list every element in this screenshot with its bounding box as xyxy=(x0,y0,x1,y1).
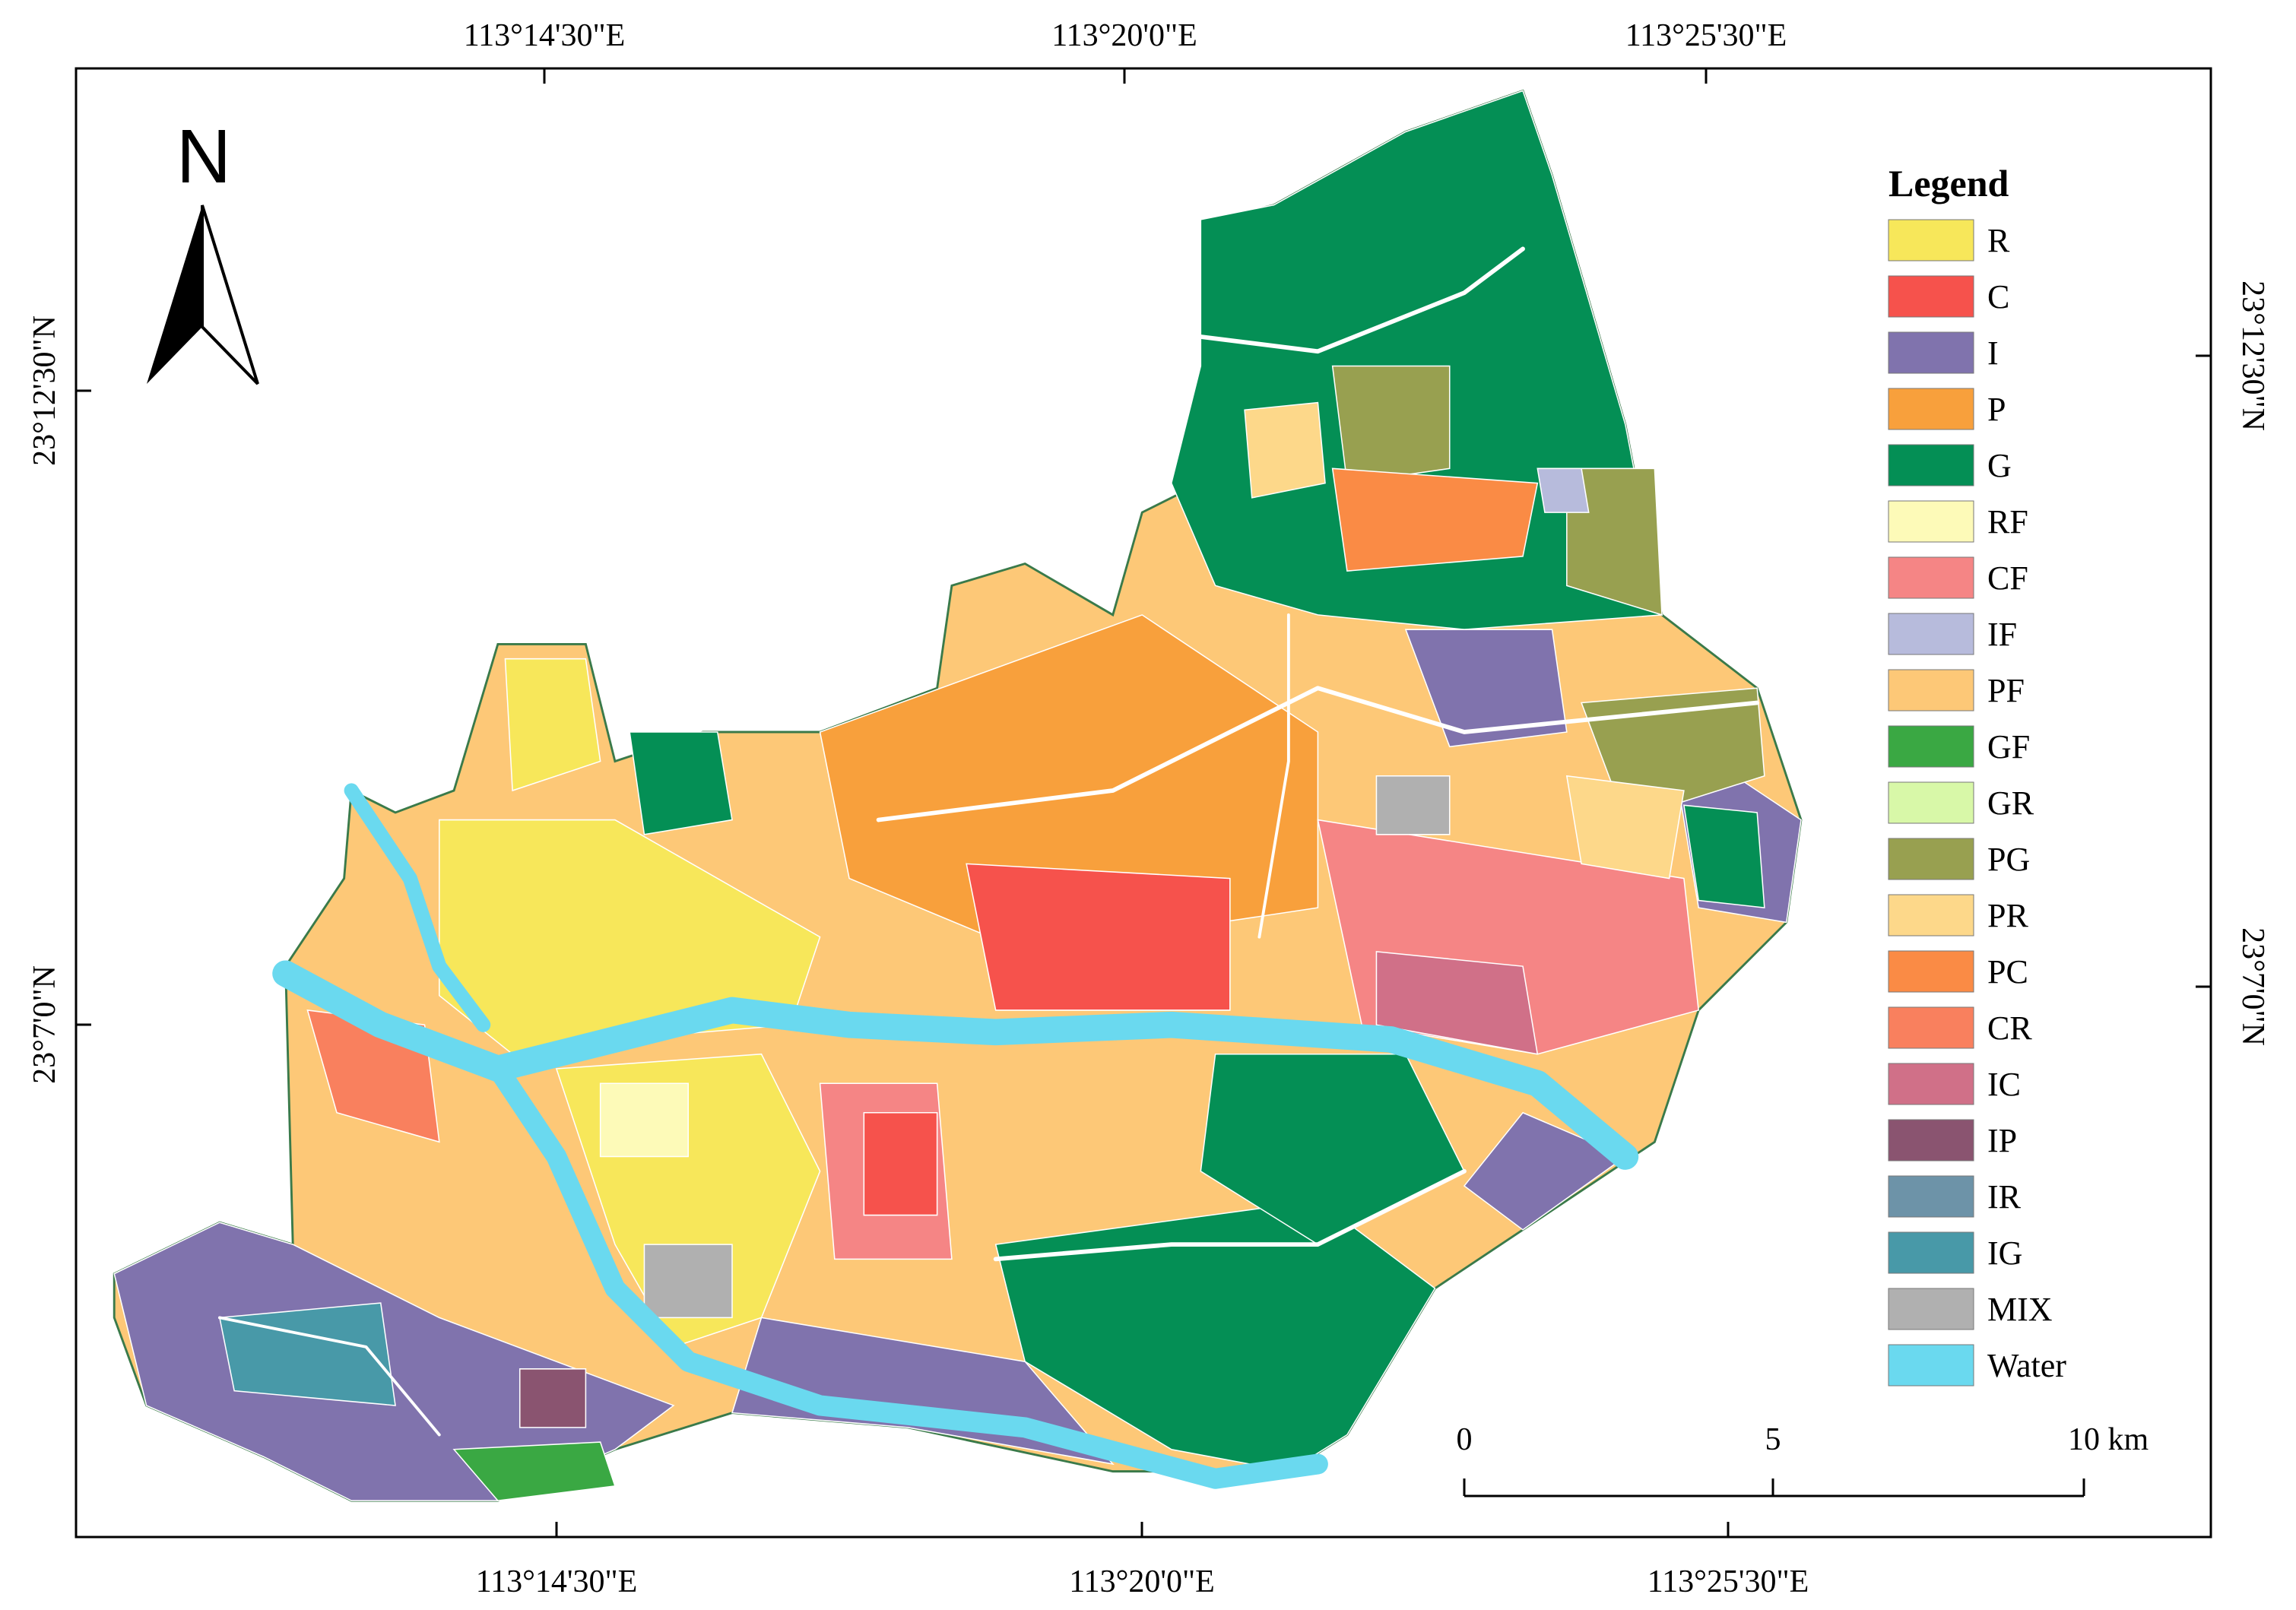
legend: Legend RCIPGRFCFIFPFGFGRPGPRPCCRICIPIRIG… xyxy=(1888,162,2066,1387)
land-patch xyxy=(1244,401,1326,499)
scale-bar xyxy=(1463,1478,2085,1497)
land-patch xyxy=(1331,467,1539,572)
north-arrow-right xyxy=(201,204,259,385)
legend-label: G xyxy=(1987,447,2012,484)
legend-swatch xyxy=(1888,219,1974,261)
legend-label: Water xyxy=(1987,1347,2066,1384)
land-patch xyxy=(599,1082,689,1158)
legend-swatch xyxy=(1888,669,1974,712)
scale-label: 5 xyxy=(1765,1422,1781,1457)
land-patch xyxy=(1566,467,1663,616)
longitude-label: 113°14'30"E xyxy=(476,1564,638,1599)
graticule-ticks xyxy=(76,68,2211,1537)
road xyxy=(1198,246,1525,354)
land-patch xyxy=(863,1111,938,1216)
legend-swatch xyxy=(1888,950,1974,993)
river xyxy=(344,783,491,1032)
river xyxy=(272,960,1639,1170)
legend-swatch xyxy=(1888,1175,1974,1218)
legend-label: PC xyxy=(1987,953,2028,990)
legend-label: C xyxy=(1987,278,2009,315)
legend-label: GF xyxy=(1987,728,2030,765)
legend-swatch xyxy=(1888,444,1974,486)
legend-label: R xyxy=(1987,222,2010,259)
longitude-label: 113°14'30"E xyxy=(464,18,626,53)
legend-swatch xyxy=(1888,388,1974,430)
legend-label: IR xyxy=(1987,1178,2022,1215)
road xyxy=(993,1168,1467,1262)
legend-swatch xyxy=(1888,500,1974,543)
legend-swatch xyxy=(1888,1063,1974,1105)
north-label: N xyxy=(176,114,231,199)
legend-label: MIX xyxy=(1987,1291,2053,1328)
legend-label: CR xyxy=(1987,1009,2032,1047)
map-area xyxy=(113,89,1803,1502)
legend-swatch xyxy=(1888,556,1974,599)
latitude-label: 23°7'0"N xyxy=(27,965,62,1084)
latitude-label: 23°12'30"N xyxy=(2235,280,2270,431)
legend-label: PR xyxy=(1987,897,2028,934)
latitude-label: 23°12'30"N xyxy=(27,315,62,466)
land-patch xyxy=(1682,804,1765,908)
land-patch xyxy=(643,1244,733,1319)
land-patch xyxy=(1536,467,1590,513)
legend-label: I xyxy=(1987,334,1999,372)
legend-label: GR xyxy=(1987,784,2034,822)
legend-swatch xyxy=(1888,1231,1974,1274)
road xyxy=(217,1316,441,1437)
legend-swatch xyxy=(1888,1344,1974,1387)
legend-label: PG xyxy=(1987,841,2030,878)
legend-label: IF xyxy=(1987,616,2017,653)
legend-label: P xyxy=(1987,391,2006,428)
land-patch xyxy=(966,863,1231,1011)
land-patch xyxy=(452,1441,616,1501)
longitude-label: 113°25'30"E xyxy=(1625,18,1787,53)
legend-label: PF xyxy=(1987,672,2025,709)
legend-label: CF xyxy=(1987,559,2028,597)
legend-swatch xyxy=(1888,613,1974,655)
legend-label: RF xyxy=(1987,503,2028,540)
road xyxy=(1257,613,1290,939)
legend-swatch xyxy=(1888,1119,1974,1162)
north-arrow-left xyxy=(147,205,202,384)
road xyxy=(876,686,1760,822)
land-patch xyxy=(1565,775,1685,879)
land-patch xyxy=(1375,951,1539,1055)
land-patch xyxy=(113,1222,675,1501)
legend-title: Legend xyxy=(1888,162,2009,204)
land-patch xyxy=(819,614,1319,952)
legend-swatch xyxy=(1888,1006,1974,1049)
longitude-label: 113°25'30"E xyxy=(1647,1564,1809,1599)
legend-swatch xyxy=(1888,781,1974,824)
legend-label: IP xyxy=(1987,1122,2017,1159)
legend-swatch xyxy=(1888,838,1974,880)
scale-label: 10 km xyxy=(2068,1422,2149,1457)
land-patch xyxy=(1331,365,1451,484)
legend-swatch xyxy=(1888,1288,1974,1330)
longitude-label: 113°20'0"E xyxy=(1051,18,1197,53)
latitude-label: 23°7'0"N xyxy=(2235,927,2270,1046)
longitude-label: 113°20'0"E xyxy=(1069,1564,1215,1599)
river xyxy=(487,1058,1328,1489)
land-patch xyxy=(218,1302,396,1406)
legend-swatch xyxy=(1888,331,1974,374)
legend-swatch xyxy=(1888,275,1974,318)
land-patch xyxy=(1375,775,1451,835)
legend-label: IC xyxy=(1987,1066,2021,1103)
land-patch xyxy=(1404,629,1568,748)
legend-swatch xyxy=(1888,725,1974,768)
legend-swatch xyxy=(1888,894,1974,937)
map-frame xyxy=(75,67,2212,1539)
land-patch xyxy=(439,819,821,1055)
land-patch xyxy=(519,1368,587,1428)
land-patch xyxy=(629,731,733,835)
land-patch xyxy=(504,658,601,792)
legend-label: IG xyxy=(1987,1234,2022,1272)
scale-label: 0 xyxy=(1457,1422,1473,1457)
